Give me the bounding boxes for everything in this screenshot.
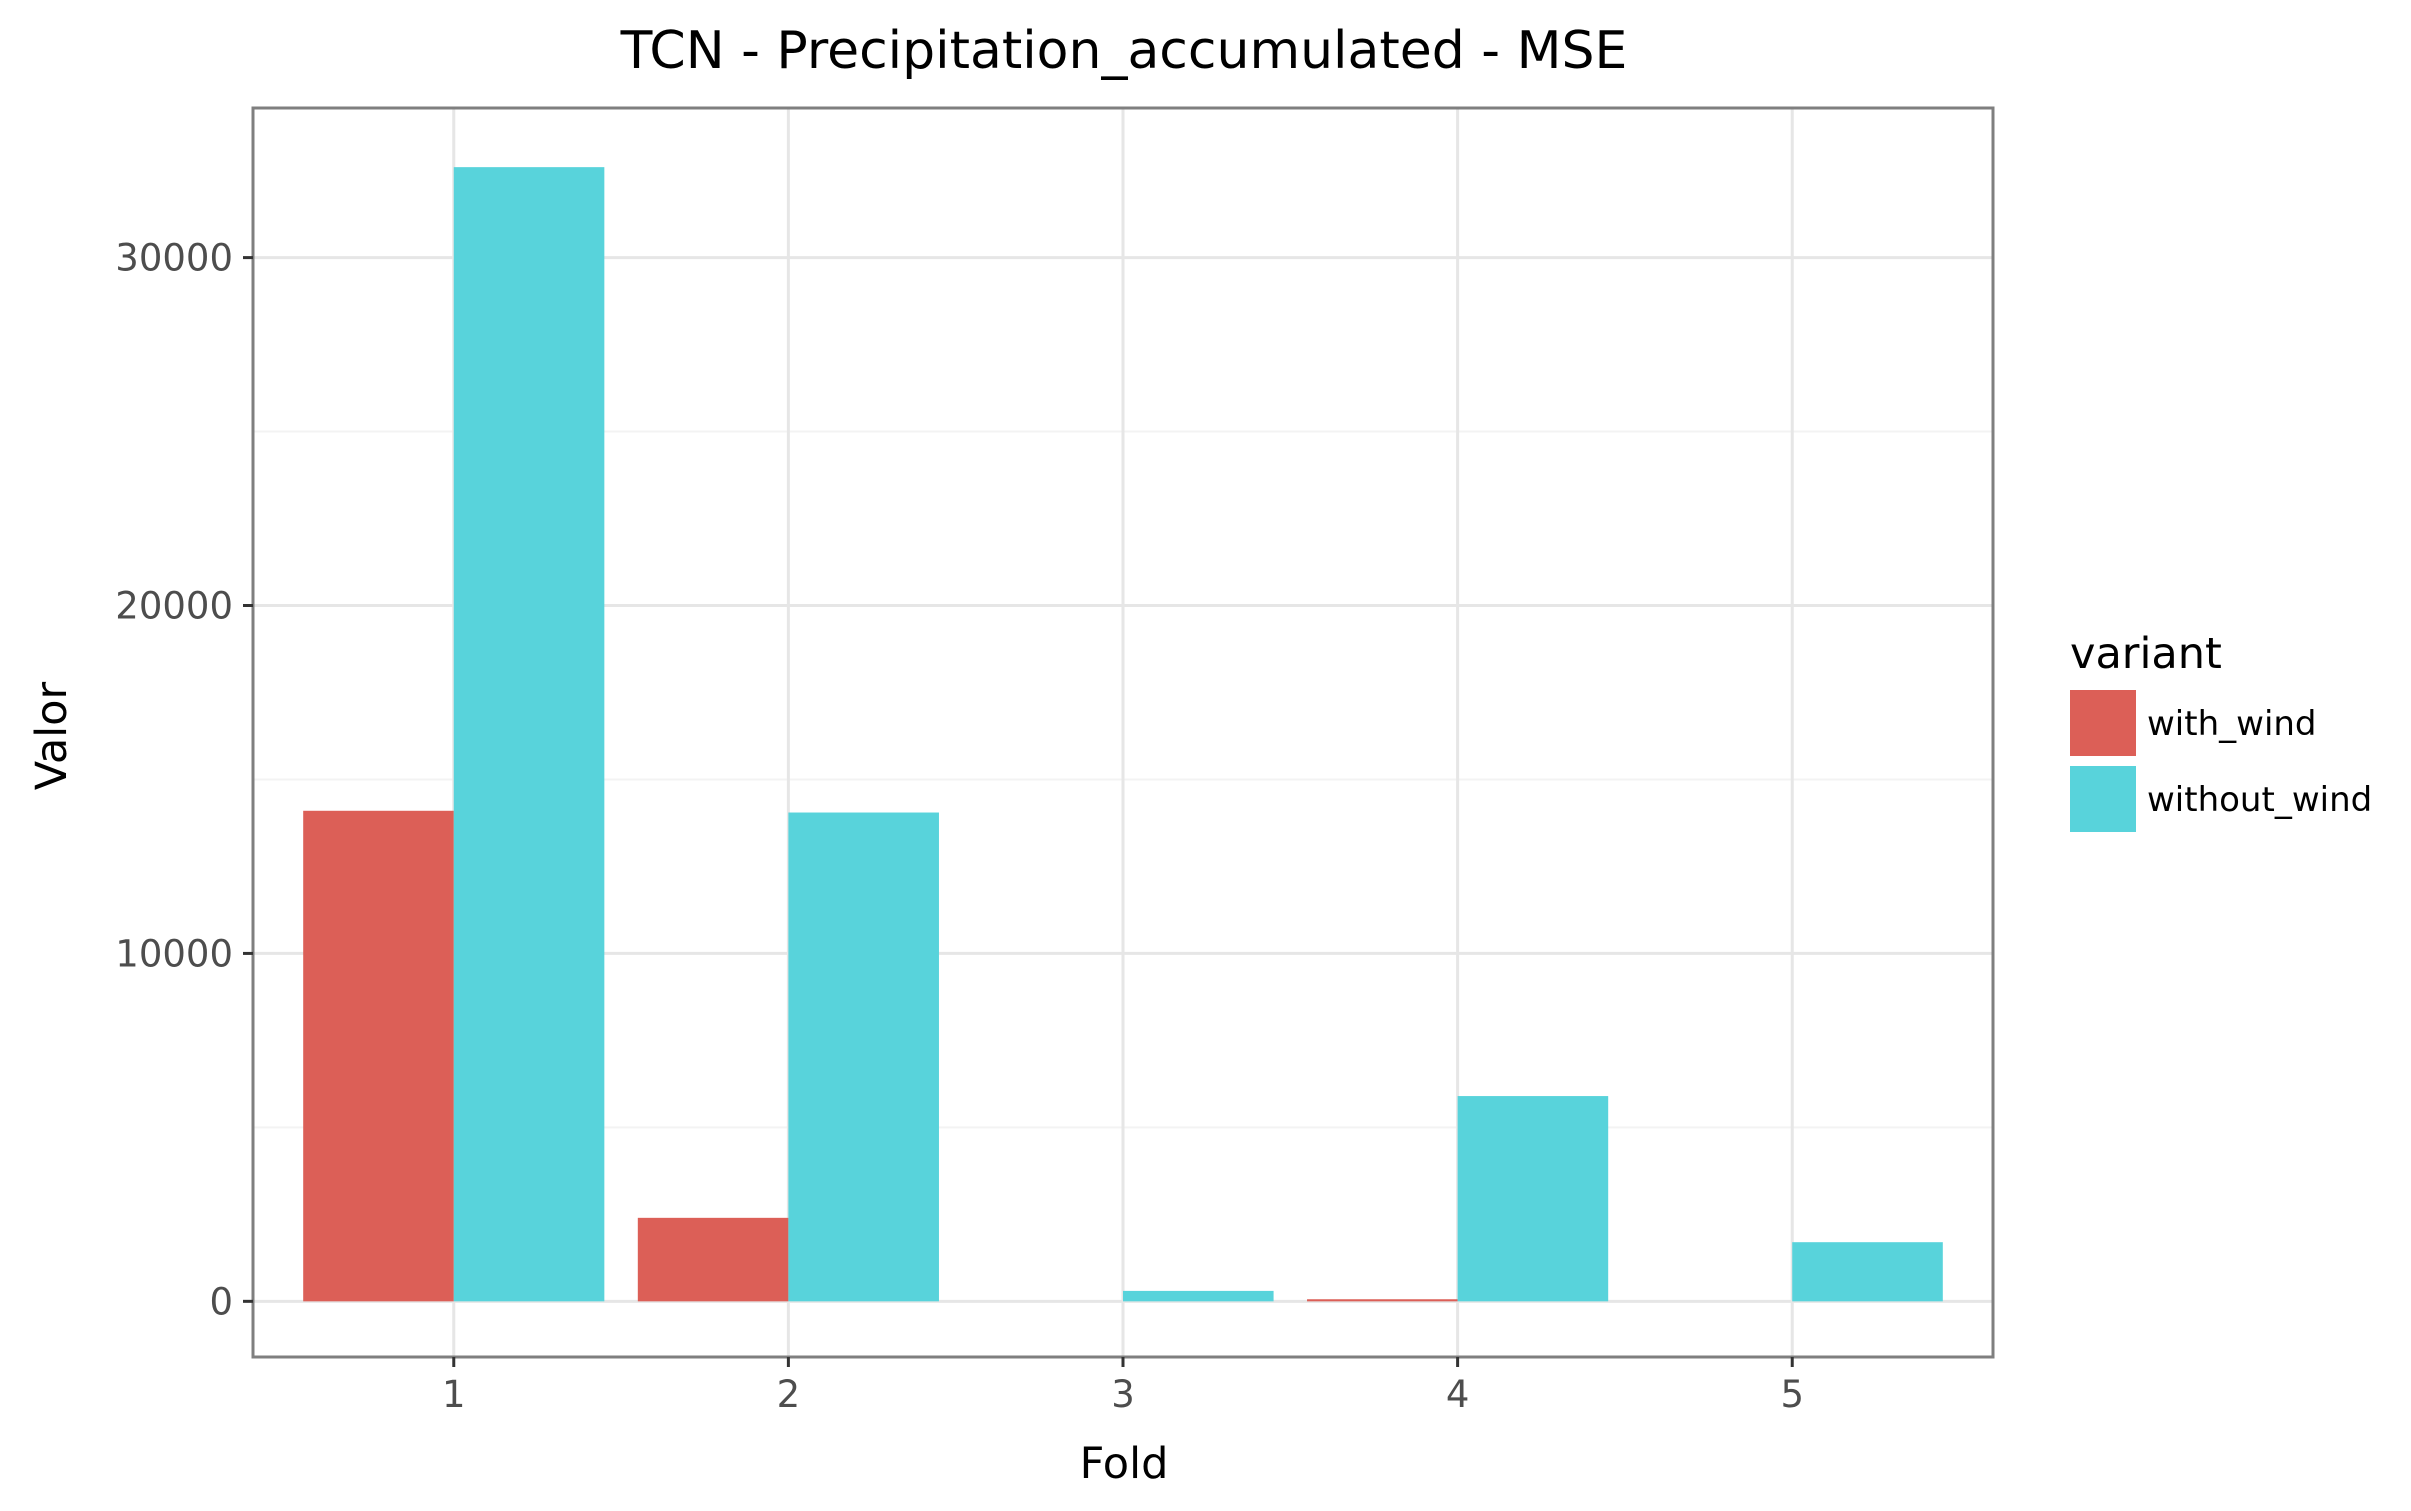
bar-without_wind-fold-5 [1792, 1242, 1943, 1302]
x-tick-label: 5 [1780, 1373, 1804, 1416]
bar-without_wind-fold-4 [1457, 1096, 1609, 1302]
y-tick-label: 10000 [115, 932, 233, 975]
bar-with_wind-fold-2 [637, 1217, 789, 1302]
bar-with_wind-fold-1 [303, 810, 454, 1302]
x-tick-label: 1 [442, 1373, 466, 1416]
x-tick-label: 4 [1446, 1373, 1470, 1416]
y-axis-title: Valor [27, 682, 77, 791]
y-tick-label: 30000 [115, 237, 233, 280]
x-axis-ticks: 1 2 3 4 5 [442, 1357, 1804, 1416]
x-tick-label: 2 [777, 1373, 801, 1416]
bar-without_wind-fold-3 [1123, 1290, 1274, 1302]
legend: variant with_wind without_wind [2070, 629, 2372, 832]
chart-title: TCN - Precipitation_accumulated - MSE [620, 21, 1628, 81]
y-axis-ticks: 0 10000 20000 30000 [115, 237, 253, 1323]
bars [303, 167, 1943, 1302]
legend-label-without_wind: without_wind [2147, 780, 2372, 820]
bar-without_wind-fold-2 [788, 812, 939, 1302]
bar-with_wind-fold-4 [1307, 1299, 1458, 1302]
legend-swatch-with_wind [2070, 690, 2136, 756]
bar-without_wind-fold-1 [453, 167, 605, 1302]
legend-label-with_wind: with_wind [2147, 704, 2317, 744]
legend-swatch-without_wind [2070, 766, 2136, 832]
x-tick-label: 3 [1111, 1373, 1135, 1416]
y-tick-label: 20000 [115, 585, 233, 628]
y-tick-label: 0 [209, 1280, 233, 1323]
legend-title: variant [2070, 629, 2222, 679]
x-axis-title: Fold [1080, 1439, 1169, 1489]
